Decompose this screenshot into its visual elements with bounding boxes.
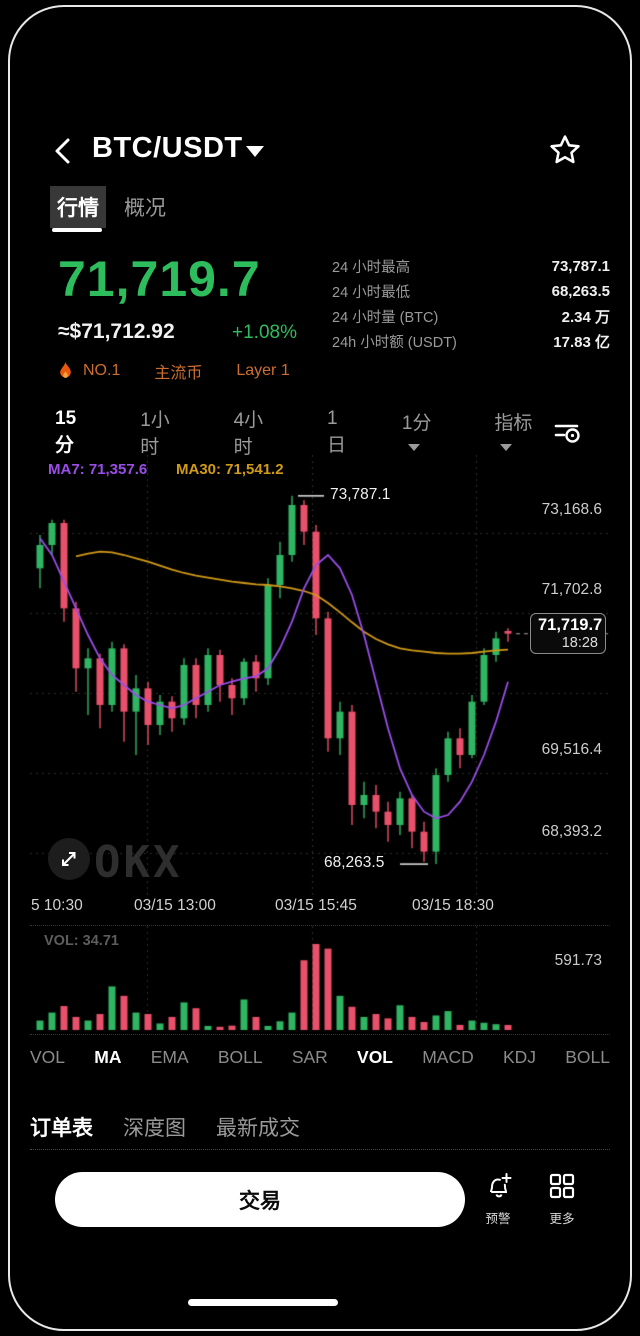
volume-pane[interactable]: VOL: 34.71 591.73 bbox=[30, 925, 610, 1035]
bell-plus-icon bbox=[490, 1173, 512, 1198]
indicator-ma[interactable]: MA bbox=[94, 1046, 122, 1067]
chart-settings-icon[interactable] bbox=[553, 419, 583, 445]
volume-label: VOL: 34.71 bbox=[44, 933, 119, 949]
stat-row: 24 小时最低 68,263.5 bbox=[332, 283, 610, 301]
timeframe-more-dropdown[interactable]: 1分 bbox=[402, 408, 448, 457]
badge-layer[interactable]: Layer 1 bbox=[236, 362, 290, 379]
indicator-vol[interactable]: VOL bbox=[30, 1046, 66, 1067]
flame-icon bbox=[60, 361, 71, 378]
okx-watermark: OKX bbox=[94, 837, 183, 888]
grid-icon bbox=[549, 1173, 575, 1199]
badge-row: NO.1 主流币 Layer 1 bbox=[58, 360, 290, 382]
last-price: 71,719.7 bbox=[58, 251, 261, 307]
alert-label: 预警 bbox=[485, 1212, 511, 1226]
timeframe-4h[interactable]: 4小时 bbox=[233, 410, 264, 458]
fullscreen-expand-button[interactable] bbox=[48, 838, 90, 880]
indicator-macd[interactable]: MACD bbox=[422, 1046, 474, 1067]
tab-active-underline bbox=[52, 228, 102, 232]
tab-depth-chart[interactable]: 深度图 bbox=[123, 1116, 186, 1140]
indicator-boll[interactable]: BOLL bbox=[217, 1046, 263, 1067]
indicator-vol2[interactable]: VOL bbox=[357, 1046, 393, 1067]
indicator-sar[interactable]: SAR bbox=[291, 1046, 328, 1067]
x-axis-label: 03/15 13:00 bbox=[134, 897, 216, 914]
price-alert-button[interactable]: 预警 bbox=[470, 1172, 526, 1227]
home-indicator[interactable] bbox=[188, 1299, 338, 1306]
x-axis-label: 03/15 18:30 bbox=[412, 897, 494, 914]
trade-button[interactable]: 交易 bbox=[55, 1172, 465, 1227]
badge-rank[interactable]: NO.1 bbox=[83, 362, 121, 379]
current-price-tag: 71,719.7 18:28 bbox=[530, 612, 606, 654]
timeframe-15m[interactable]: 15分 bbox=[55, 407, 77, 456]
tab-latest-trades[interactable]: 最新成交 bbox=[216, 1116, 300, 1140]
high-annotation: 73,787.1 bbox=[330, 485, 391, 503]
candlestick-canvas bbox=[30, 455, 610, 895]
volume-canvas bbox=[30, 926, 610, 1034]
low-annotation: 68,263.5 bbox=[324, 854, 385, 872]
tab-order-book[interactable]: 订单表 bbox=[30, 1116, 93, 1140]
timeframe-row: 15分 1小时 4小时 1日 1分 指标 bbox=[55, 408, 595, 458]
stat-row: 24h 小时额 (USDT) 17.83 亿 bbox=[332, 334, 610, 351]
pair-dropdown-caret-icon[interactable] bbox=[246, 146, 264, 157]
volume-axis-max: 591.73 bbox=[554, 952, 602, 969]
y-axis-label: 73,168.6 bbox=[541, 501, 602, 518]
favorite-star-icon[interactable] bbox=[548, 133, 582, 167]
stat-row: 24 小时最高 73,787.1 bbox=[332, 258, 610, 276]
back-icon[interactable] bbox=[52, 137, 74, 165]
pair-title: BTC/USDT bbox=[92, 132, 243, 164]
timeframe-1d[interactable]: 1日 bbox=[327, 407, 347, 456]
order-section-tabs: 订单表 深度图 最新成交 bbox=[30, 1104, 610, 1150]
y-axis-label: 68,393.2 bbox=[541, 823, 602, 840]
chevron-down-icon bbox=[500, 443, 513, 451]
x-axis-row: 5 10:30 03/15 13:00 03/15 15:45 03/15 18… bbox=[30, 897, 610, 921]
ma30-label: MA30: 71,541.2 bbox=[176, 461, 284, 478]
more-button[interactable]: 更多 bbox=[534, 1172, 590, 1227]
indicator-ema[interactable]: EMA bbox=[150, 1046, 189, 1067]
indicator-row: VOL MA EMA BOLL SAR VOL MACD KDJ BOLL bbox=[30, 1040, 610, 1074]
badge-category[interactable]: 主流币 bbox=[154, 365, 203, 382]
percent-change: +1.08% bbox=[232, 322, 297, 343]
stat-row: 24 小时量 (BTC) 2.34 万 bbox=[332, 309, 610, 326]
tab-quotes[interactable]: 行情 bbox=[50, 186, 106, 228]
timeframe-1h[interactable]: 1小时 bbox=[140, 410, 170, 458]
y-axis-label: 69,516.4 bbox=[541, 741, 602, 758]
x-axis-label: 03/15 15:45 bbox=[275, 897, 357, 914]
candlestick-chart[interactable]: MA7: 71,357.6 MA30: 71,541.2 73,168.6 71… bbox=[30, 455, 610, 895]
tab-overview[interactable]: 概况 bbox=[124, 197, 166, 220]
more-label: 更多 bbox=[549, 1212, 575, 1226]
indicator-boll2[interactable]: BOLL bbox=[565, 1046, 610, 1067]
chevron-down-icon bbox=[407, 443, 420, 451]
indicator-kdj[interactable]: KDJ bbox=[502, 1046, 537, 1067]
indicator-dropdown[interactable]: 指标 bbox=[494, 408, 549, 457]
stats-panel: 24 小时最高 73,787.1 24 小时最低 68,263.5 24 小时量 (… bbox=[332, 254, 610, 354]
expand-arrows-icon bbox=[62, 852, 76, 866]
x-axis-label: 5 10:30 bbox=[31, 897, 83, 914]
fiat-price: ≈$71,712.92 bbox=[58, 320, 175, 343]
ma7-label: MA7: 71,357.6 bbox=[48, 461, 148, 478]
y-axis-label: 71,702.8 bbox=[541, 581, 602, 598]
